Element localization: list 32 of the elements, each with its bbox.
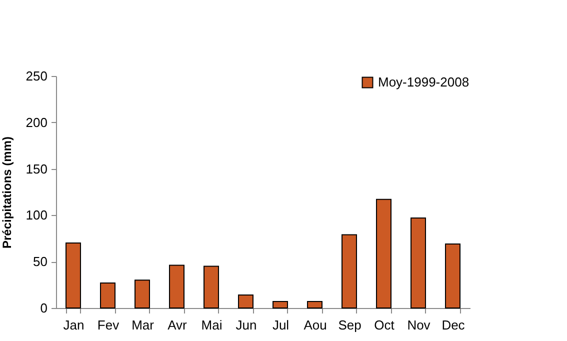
y-tick-label: 50 (33, 254, 48, 270)
bar (272, 301, 288, 308)
x-tick-label: Fev (97, 318, 120, 332)
x-tick-label: Avr (168, 318, 188, 332)
x-tick-label: Sep (338, 318, 362, 332)
y-tick-label: 150 (26, 161, 48, 176)
legend-label: Moy-1999-2008 (378, 74, 470, 90)
y-tick-label: 250 (26, 68, 48, 84)
x-tick-label: Jul (272, 318, 290, 332)
x-tick-label: Aou (304, 318, 327, 332)
bar (307, 301, 322, 308)
x-tick-label: Jan (63, 318, 84, 332)
x-tick-label: Nov (407, 318, 431, 332)
bar (238, 294, 254, 308)
y-tick-label: 0 (40, 300, 48, 316)
x-tick-label: Oct (374, 318, 395, 332)
bar (204, 266, 219, 308)
y-axis-title: Précipitations (mm) (0, 136, 14, 249)
x-tick-label: Mai (201, 318, 222, 332)
x-tick-label: Mar (132, 318, 155, 332)
bar (342, 234, 357, 308)
y-tick-label: 200 (26, 114, 48, 130)
bar (376, 198, 392, 308)
bar (410, 217, 426, 308)
bar (134, 280, 150, 308)
x-tick-label: Jun (236, 318, 257, 332)
bar (100, 282, 116, 308)
bar (66, 242, 81, 308)
bar (169, 264, 184, 308)
x-tick-label: Dec (442, 318, 466, 332)
bar (445, 243, 460, 308)
y-tick-label: 100 (26, 208, 48, 223)
